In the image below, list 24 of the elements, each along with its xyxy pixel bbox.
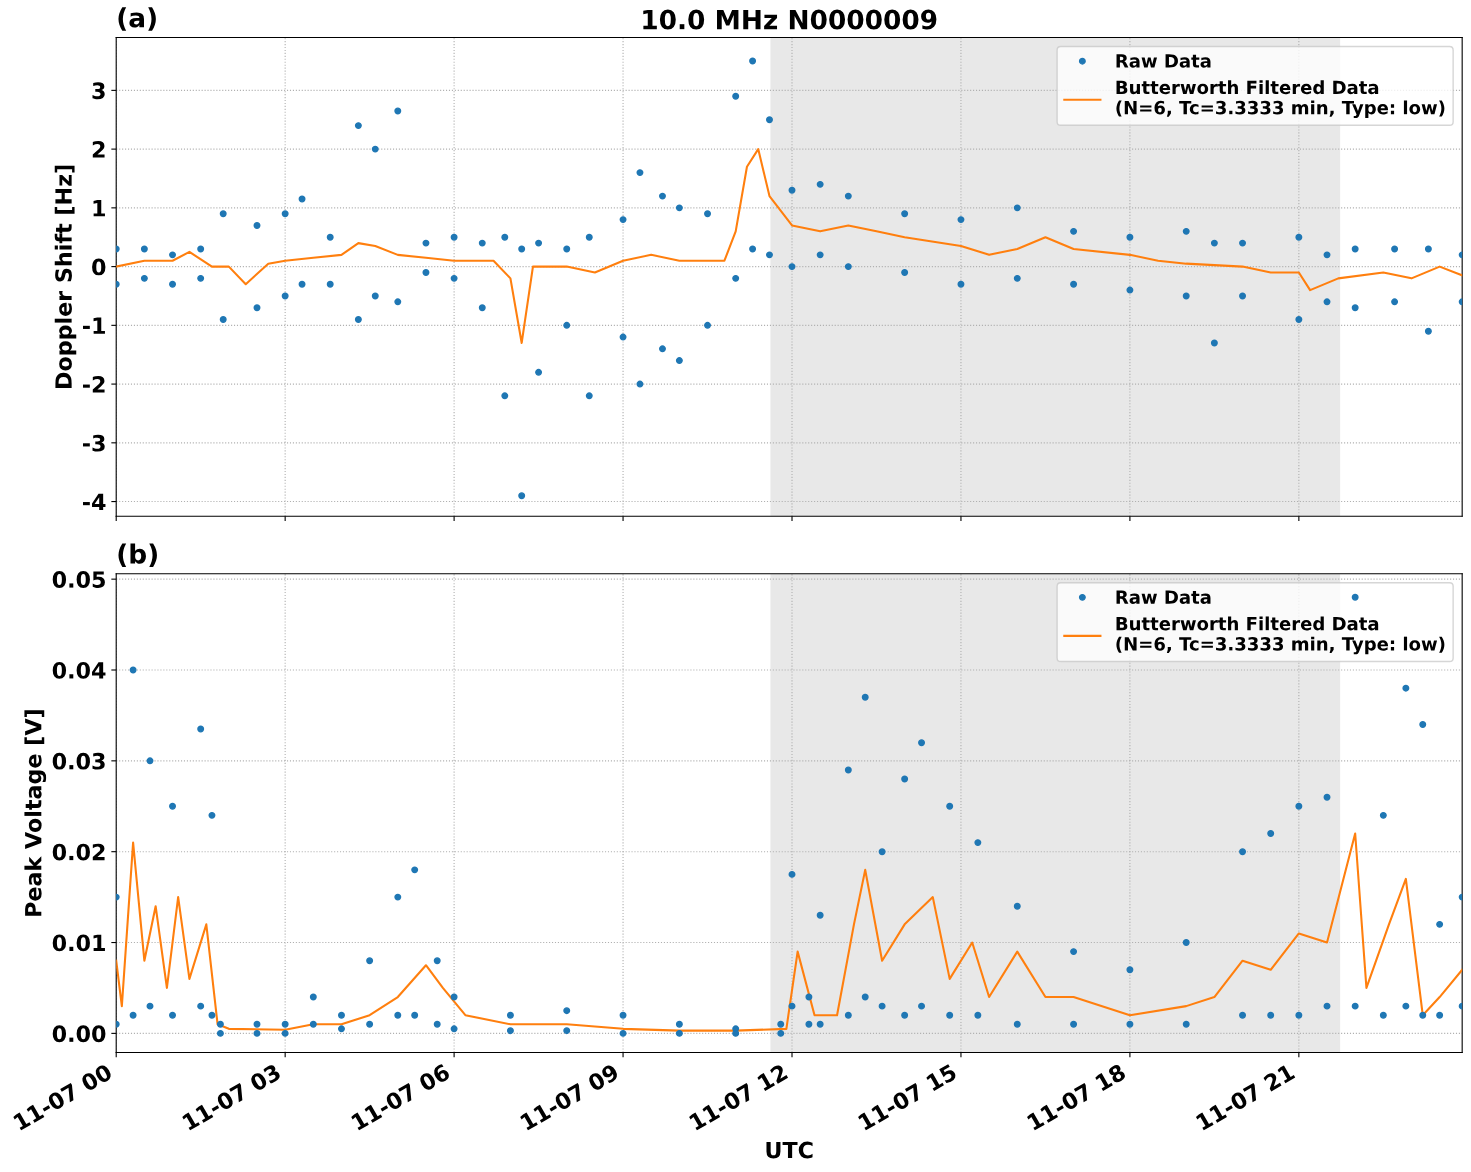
legend-label: Raw Data bbox=[1116, 54, 1211, 68]
y-axis-title: Peak Voltage [V] bbox=[24, 710, 47, 916]
y-tick-label: 2 bbox=[92, 141, 105, 158]
text: (b) bbox=[118, 543, 157, 567]
y-tick-label: 0.04 bbox=[52, 661, 106, 679]
legend-label: Butterworth Filtered Data (N=6, Tc=3.3333 min, Type: low) bbox=[1116, 80, 1445, 119]
x-axis-title: UTC bbox=[766, 1141, 813, 1159]
y-tick-label: 3 bbox=[92, 82, 105, 100]
y-tick-label: 0.03 bbox=[52, 752, 105, 770]
y-tick-label: 0.01 bbox=[52, 934, 105, 952]
y-tick-label: -3 bbox=[83, 434, 105, 452]
y-tick-label: -4 bbox=[83, 493, 106, 511]
y-tick-label: 1 bbox=[93, 200, 105, 217]
y-tick-label: 0 bbox=[92, 258, 106, 276]
y-tick-label: -1 bbox=[83, 317, 105, 334]
y-tick-label: 0.00 bbox=[52, 1025, 106, 1043]
y-axis-title: Doppler Shift [Hz] bbox=[54, 165, 77, 388]
chart-title: 10.0 MHz N0000009 bbox=[643, 9, 937, 30]
legend-label: Butterworth Filtered Data (N=6, Tc=3.3333 min, Type: low) bbox=[1116, 616, 1445, 655]
legend-label: Raw Data bbox=[1116, 590, 1211, 604]
y-tick-label: 0.05 bbox=[52, 571, 105, 588]
text: (a) bbox=[118, 7, 156, 31]
y-tick-label: 0.02 bbox=[52, 843, 105, 861]
y-tick-label: -2 bbox=[83, 376, 105, 393]
